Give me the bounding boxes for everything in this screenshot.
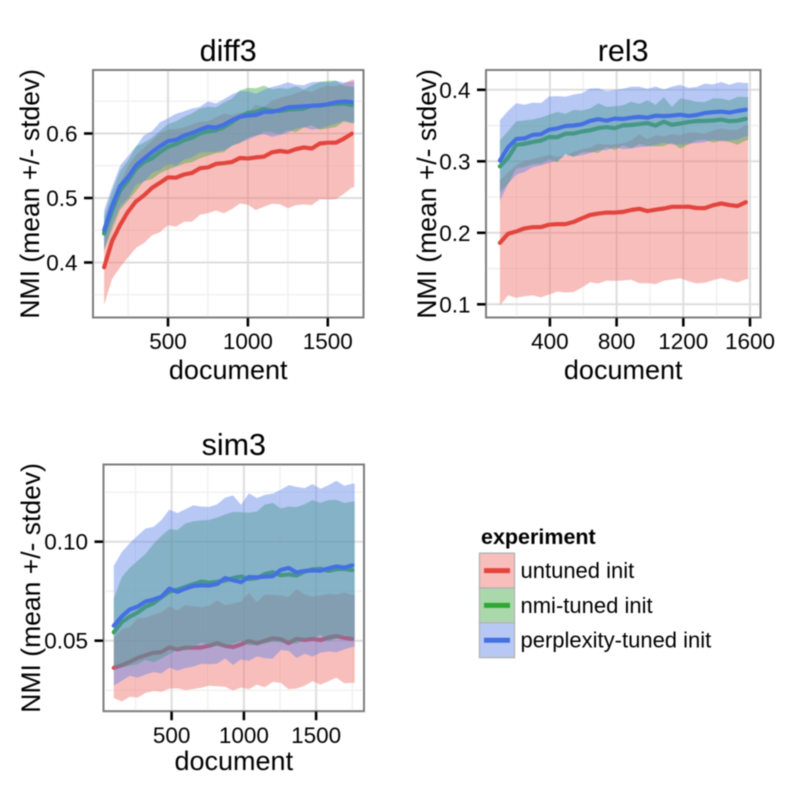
svg-text:1000: 1000 bbox=[219, 723, 269, 748]
svg-text:NMI (mean +/- stdev): NMI (mean +/- stdev) bbox=[15, 69, 45, 319]
svg-text:document: document bbox=[564, 355, 683, 385]
svg-text:0.2: 0.2 bbox=[439, 221, 470, 246]
svg-text:0.05: 0.05 bbox=[44, 629, 88, 654]
svg-text:0.10: 0.10 bbox=[44, 530, 88, 555]
svg-text:1500: 1500 bbox=[303, 329, 353, 354]
svg-text:sim3: sim3 bbox=[202, 428, 266, 462]
svg-text:800: 800 bbox=[598, 329, 636, 354]
svg-text:perplexity-tuned init: perplexity-tuned init bbox=[521, 628, 712, 653]
svg-text:1000: 1000 bbox=[223, 329, 273, 354]
svg-text:NMI (mean +/- stdev): NMI (mean +/- stdev) bbox=[16, 463, 46, 713]
svg-text:400: 400 bbox=[531, 329, 569, 354]
svg-text:document: document bbox=[175, 746, 294, 776]
svg-text:untuned init: untuned init bbox=[521, 558, 635, 583]
svg-text:0.4: 0.4 bbox=[439, 78, 470, 103]
svg-text:NMI (mean +/- stdev): NMI (mean +/- stdev) bbox=[412, 69, 442, 319]
svg-text:nmi-tuned init: nmi-tuned init bbox=[521, 593, 653, 618]
svg-text:0.6: 0.6 bbox=[46, 122, 77, 147]
svg-text:1200: 1200 bbox=[658, 329, 708, 354]
svg-text:diff3: diff3 bbox=[200, 34, 257, 68]
svg-text:1600: 1600 bbox=[725, 329, 775, 354]
svg-text:0.4: 0.4 bbox=[46, 251, 77, 276]
svg-text:rel3: rel3 bbox=[598, 34, 649, 68]
svg-text:500: 500 bbox=[149, 329, 187, 354]
svg-text:1500: 1500 bbox=[291, 723, 341, 748]
svg-text:0.3: 0.3 bbox=[439, 149, 470, 174]
svg-text:0.5: 0.5 bbox=[46, 186, 77, 211]
svg-text:500: 500 bbox=[153, 723, 191, 748]
svg-text:0.1: 0.1 bbox=[439, 292, 470, 317]
svg-text:experiment: experiment bbox=[481, 525, 596, 549]
svg-text:document: document bbox=[169, 355, 288, 385]
